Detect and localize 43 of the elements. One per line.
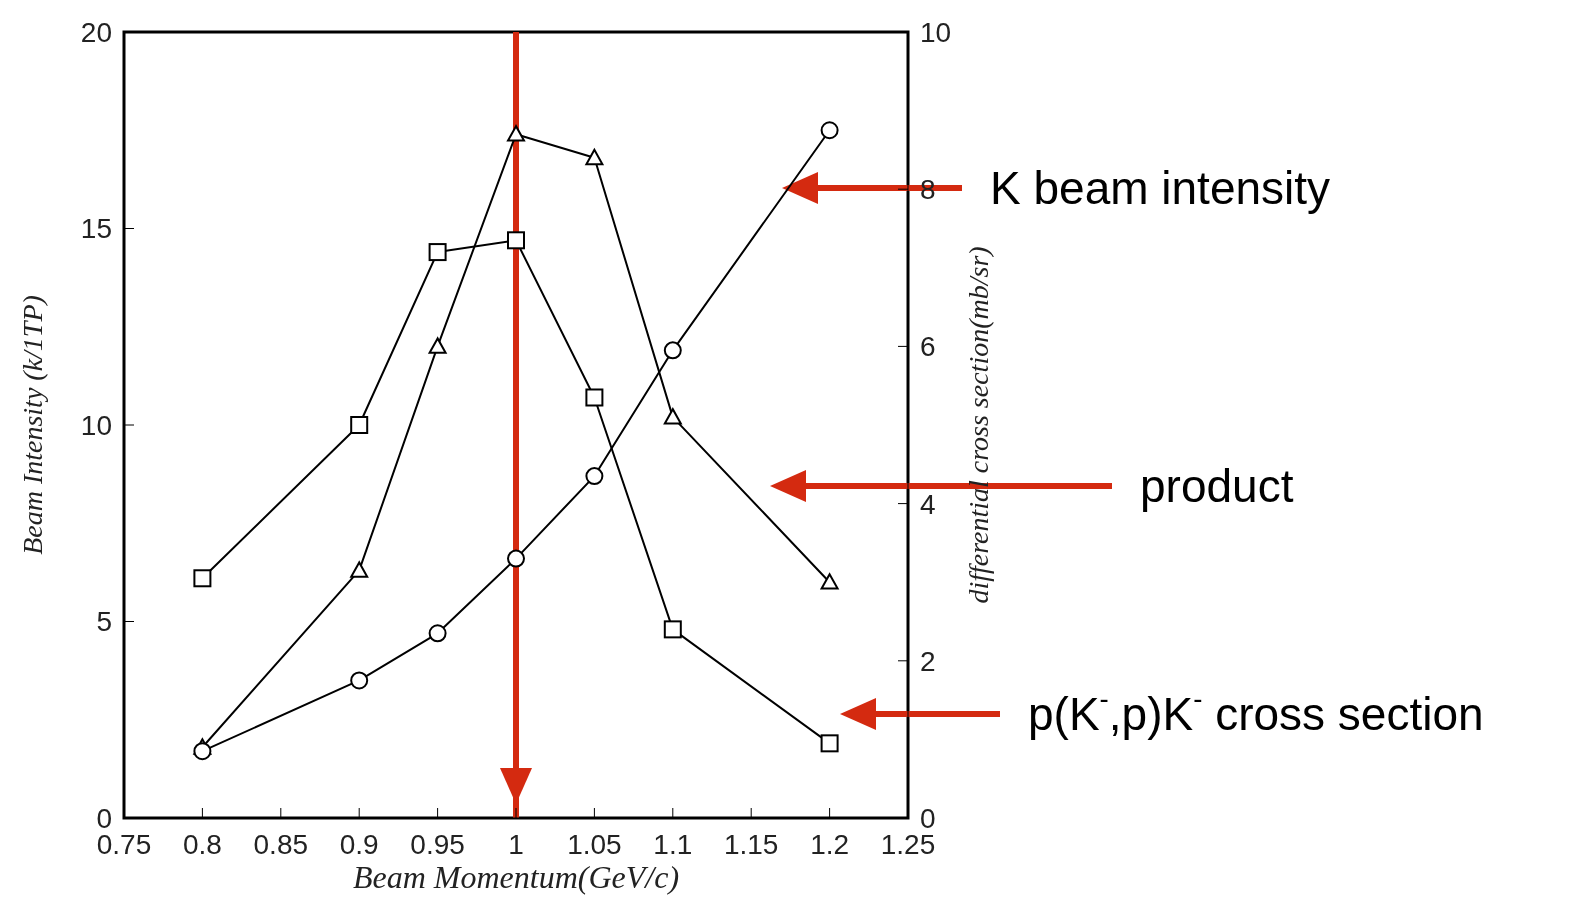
x-axis-title: Beam Momentum(GeV/c) — [352, 859, 680, 895]
point — [663, 620, 682, 639]
y2-tick-label: 6 — [920, 331, 936, 363]
x-tick-label: 0.9 — [339, 828, 379, 860]
point — [820, 734, 839, 753]
text: K beam intensity — [990, 162, 1331, 214]
x-tick-label: 1.15 — [723, 828, 779, 860]
point — [585, 388, 604, 407]
x-tick-label: 1 — [508, 828, 524, 860]
text: p(K$^{-}$,p)K$^{-}$ cross section — [1028, 683, 1484, 740]
point — [193, 569, 212, 588]
point — [428, 243, 447, 262]
point — [350, 671, 369, 690]
y-tick-label: 5 — [96, 606, 112, 638]
x-tick-label: 1.1 — [653, 828, 693, 860]
point — [663, 408, 682, 425]
point — [507, 549, 525, 568]
y-tick-label: 20 — [80, 16, 112, 48]
point — [663, 341, 682, 360]
point — [820, 121, 839, 140]
x-tick-label: 1.05 — [567, 828, 622, 860]
point — [507, 125, 525, 142]
y-tick-label: 15 — [80, 213, 112, 245]
point — [350, 561, 369, 578]
y2-tick-label: 4 — [920, 488, 936, 520]
point — [585, 467, 604, 486]
y-tick-label: 10 — [80, 409, 112, 441]
point — [428, 624, 447, 643]
y2-axis-title: differential cross section(mb/sr) — [962, 246, 994, 604]
point — [507, 231, 525, 250]
point — [585, 148, 604, 166]
point — [428, 337, 447, 354]
point — [193, 742, 212, 761]
text: product — [1140, 460, 1294, 512]
x-tick-label: 0.95 — [410, 828, 465, 860]
x-tick-label: 1.2 — [810, 828, 850, 860]
y2-tick-label: 2 — [920, 645, 936, 677]
y-axis-title: Beam Intensity (k/1TP) — [16, 295, 48, 555]
x-tick-label: 0.85 — [253, 828, 309, 860]
point — [820, 573, 839, 590]
y2-tick-label: 10 — [920, 16, 952, 48]
x-tick-label: 0.8 — [182, 828, 222, 860]
point — [350, 416, 369, 434]
